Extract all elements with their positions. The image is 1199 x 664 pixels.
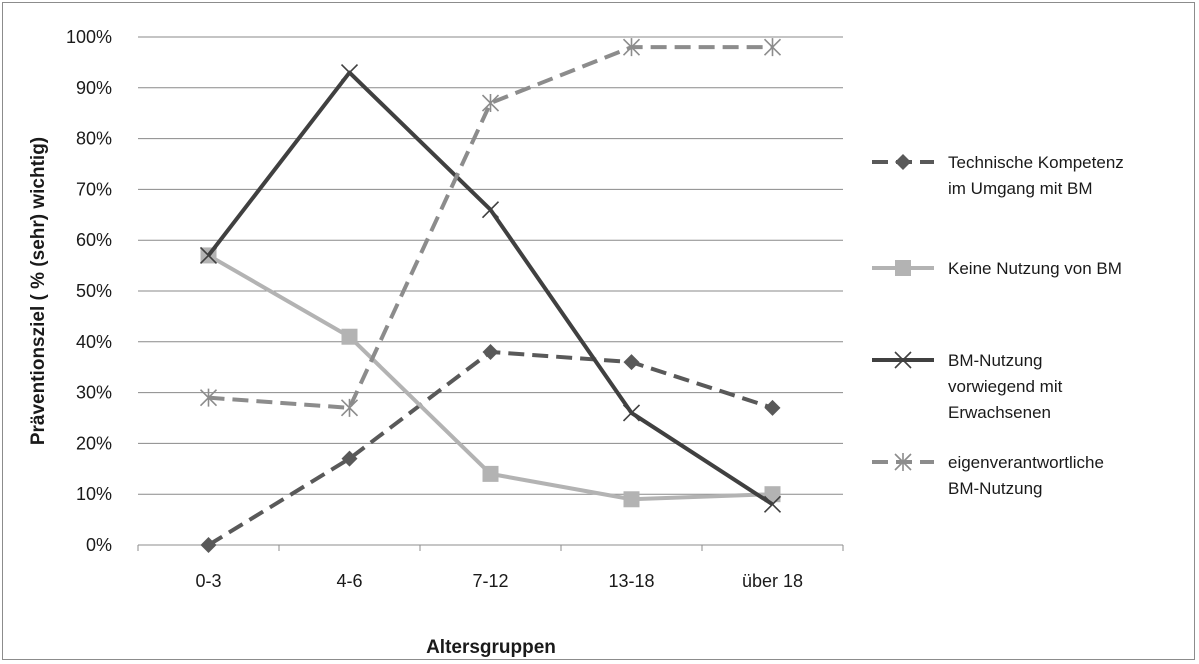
series-2 — [200, 247, 781, 508]
legend-label: Erwachsenen — [948, 403, 1051, 422]
data-point — [341, 450, 358, 467]
gridlines — [137, 36, 844, 551]
series-line — [208, 45, 773, 410]
data-point — [340, 398, 359, 417]
y-tick-label: 30% — [76, 383, 112, 403]
y-tick-label: 100% — [66, 27, 112, 47]
series-3 — [199, 63, 782, 513]
y-axis-title: Präventionsziel ( % (sehr) wichtig) — [28, 137, 49, 445]
series-line — [206, 70, 774, 507]
legend-entry: Keine Nutzung von BM — [872, 259, 1122, 278]
data-point — [623, 354, 640, 371]
legend-label: Keine Nutzung von BM — [948, 259, 1122, 278]
series-4 — [199, 38, 782, 417]
legend-label: Technische Kompetenz — [948, 153, 1124, 172]
y-tick-label: 20% — [76, 433, 112, 453]
data-point — [763, 38, 782, 57]
y-tick-label: 10% — [76, 484, 112, 504]
legend-entry: eigenverantwortliche BM-Nutzung — [872, 453, 1104, 498]
y-tick-label: 40% — [76, 332, 112, 352]
data-point — [341, 328, 358, 345]
legend-label: BM-Nutzung — [948, 351, 1042, 370]
data-point — [200, 537, 217, 553]
x-tick-label: 4-6 — [336, 571, 362, 591]
legend-label: BM-Nutzung — [948, 479, 1042, 498]
legend-label: eigenverantwortliche — [948, 453, 1104, 472]
data-point — [481, 201, 500, 219]
series-line — [207, 253, 773, 502]
data-point — [764, 486, 781, 503]
data-point — [199, 388, 218, 407]
data-point — [764, 399, 781, 416]
data-point — [763, 495, 782, 513]
data-point — [199, 246, 218, 265]
legend-label: vorwiegend mit — [948, 377, 1063, 396]
data-point — [895, 260, 911, 276]
data-point — [623, 491, 640, 508]
x-tick-label: 7-12 — [472, 571, 508, 591]
x-axis-title: Altersgruppen — [426, 637, 556, 658]
data-point — [481, 94, 500, 113]
y-tick-label: 70% — [76, 179, 112, 199]
data-point — [340, 63, 359, 82]
data-point — [894, 351, 912, 369]
legend-entry: Technische Kompetenz im Umgang mit BM — [872, 153, 1124, 198]
series-layer — [199, 38, 782, 553]
data-point — [482, 465, 499, 482]
legend-label: im Umgang mit BM — [948, 179, 1093, 198]
y-tick-label: 60% — [76, 230, 112, 250]
data-point — [894, 453, 912, 471]
data-point — [895, 154, 911, 170]
series-1 — [200, 343, 781, 553]
data-point — [482, 343, 499, 360]
y-tick-label: 80% — [76, 129, 112, 149]
x-tick-label: über 18 — [742, 571, 803, 591]
x-tick-label: 0-3 — [195, 571, 221, 591]
y-tick-label: 50% — [76, 281, 112, 301]
legend-entry: BM-Nutzung vorwiegend mit Erwachsenen — [872, 351, 1063, 422]
x-tick-label: 13-18 — [608, 571, 654, 591]
y-tick-label: 0% — [86, 535, 112, 555]
data-point — [622, 38, 641, 57]
legend: Technische Kompetenz im Umgang mit BM Kein… — [872, 153, 1124, 498]
data-point — [622, 404, 641, 422]
x-tick-labels: 0-3 4-6 7-12 13-18 über 18 — [195, 571, 803, 591]
y-tick-label: 90% — [76, 78, 112, 98]
y-tick-labels: 0% 10% 20% 30% 40% 50% 60% 70% 80% 90% 100% — [66, 27, 112, 555]
